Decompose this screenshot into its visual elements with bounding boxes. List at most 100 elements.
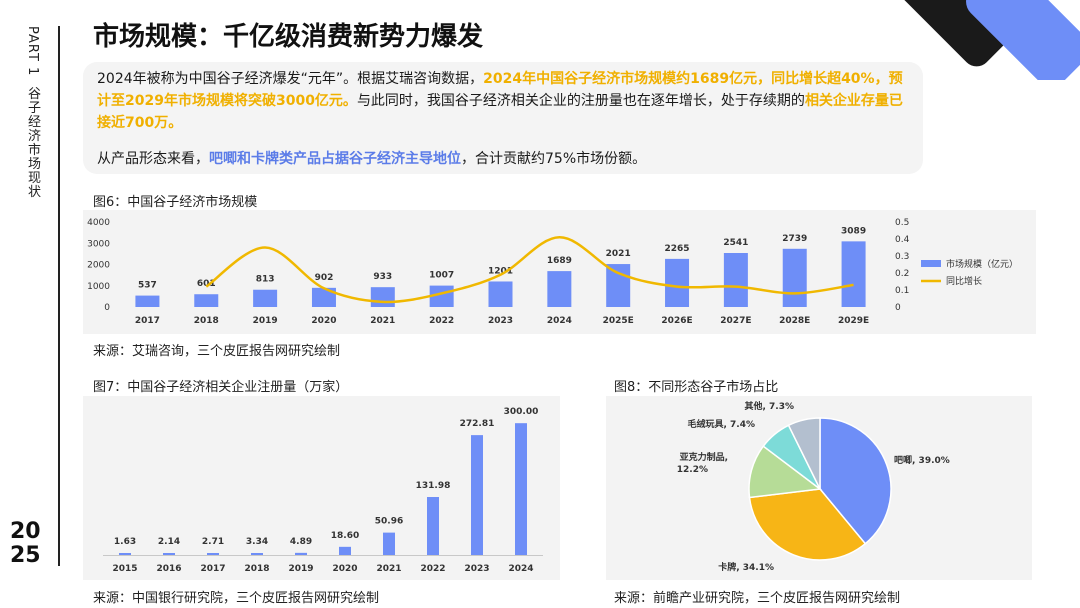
legend-label-bar: 市场规模（亿元） xyxy=(946,258,1018,270)
bar xyxy=(427,497,439,555)
year-label: 20 25 xyxy=(10,520,41,568)
intro-textbox: 2024年被称为中国谷子经济爆发“元年”。根据艾瑞咨询数据，2024年中国谷子经… xyxy=(83,62,923,174)
pie-label: 其他, 7.3% xyxy=(744,400,794,412)
bar xyxy=(723,253,748,307)
intro-paragraph-1: 2024年被称为中国谷子经济爆发“元年”。根据艾瑞咨询数据，2024年中国谷子经… xyxy=(97,68,909,134)
y-right-tick-label: 0.2 xyxy=(895,269,909,279)
bar xyxy=(311,287,336,307)
corner-decoration xyxy=(900,0,1080,80)
data-label: 1689 xyxy=(547,256,572,266)
x-tick-label: 2018 xyxy=(194,316,219,326)
data-label: 1007 xyxy=(429,271,454,281)
data-label: 2.14 xyxy=(158,537,180,547)
intro-highlight-companies: 相关企业存量已接近700万。 xyxy=(97,93,903,131)
y-left-tick-label: 4000 xyxy=(87,218,110,228)
data-label: 2541 xyxy=(723,238,748,248)
bar xyxy=(515,423,527,555)
page-title: 市场规模：千亿级消费新势力爆发 xyxy=(93,22,484,52)
pie-slice xyxy=(819,417,892,545)
pie-label: 毛绒玩具, 7.4% xyxy=(687,418,755,430)
data-label: 2739 xyxy=(782,234,807,244)
x-tick-label: 2029E xyxy=(838,316,869,326)
fig6-caption: 图6：中国谷子经济市场规模 xyxy=(93,195,258,210)
bar xyxy=(841,241,866,307)
x-tick-label: 2025E xyxy=(603,316,634,326)
x-tick-label: 2024 xyxy=(547,316,572,326)
x-tick-label: 2017 xyxy=(135,316,160,326)
data-label: 1201 xyxy=(488,266,513,276)
fig7-caption: 图7：中国谷子经济相关企业注册量（万家） xyxy=(93,380,349,395)
fig8-source: 来源：前瞻产业研究院，三个皮匠报告网研究绘制 xyxy=(614,591,901,606)
data-label: 131.98 xyxy=(416,481,451,491)
legend-swatch-bar xyxy=(921,260,941,267)
pie-slice xyxy=(787,417,821,490)
y-left-tick-label: 3000 xyxy=(87,239,110,249)
intro-text: 与此同时，我国谷子经济相关企业的注册量也在逐年增长，处于存续期的 xyxy=(356,93,805,109)
pie-label: 卡牌, 34.1% xyxy=(718,561,774,573)
data-label: 2265 xyxy=(665,244,690,254)
section-label: PART 1 谷子经济市场现状 xyxy=(22,26,42,199)
y-left-tick-label: 2000 xyxy=(87,261,110,271)
pie-label: 亚克力制品, xyxy=(680,451,728,463)
bar xyxy=(253,289,278,307)
bar xyxy=(547,271,572,307)
sidebar: PART 1 谷子经济市场现状 20 25 xyxy=(0,0,60,608)
bar xyxy=(370,287,395,307)
bar xyxy=(295,552,307,555)
intro-text: 2024年被称为中国谷子经济爆发“元年”。根据艾瑞咨询数据， xyxy=(97,71,484,87)
data-label: 1.63 xyxy=(114,537,136,547)
x-tick-label: 2024 xyxy=(508,564,533,574)
data-label: 601 xyxy=(197,279,216,289)
fig8-panel: 吧唧, 39.0% 卡牌, 34.1% 亚克力制品, 12.2% 毛绒玩具, 7.4% 其… xyxy=(606,396,1032,580)
section-name: 谷子经济市场现状 xyxy=(25,86,40,199)
year-bottom: 25 xyxy=(10,543,41,568)
data-label: 933 xyxy=(373,272,392,282)
fig7-source: 来源：中国银行研究院，三个皮匠报告网研究绘制 xyxy=(93,591,380,606)
x-tick-label: 2015 xyxy=(112,564,137,574)
bar xyxy=(782,248,807,307)
y-right-tick-label: 0 xyxy=(895,303,901,313)
data-label: 300.00 xyxy=(504,407,539,417)
bar xyxy=(119,553,131,555)
fig8-caption: 图8：不同形态谷子市场占比 xyxy=(614,380,779,395)
x-tick-label: 2022 xyxy=(420,564,445,574)
x-tick-label: 2026E xyxy=(661,316,692,326)
intro-highlight-market: 2024年中国谷子经济市场规模约1689亿元，同比增长超40%，预计至2029年… xyxy=(97,71,903,109)
data-label: 272.81 xyxy=(460,419,495,429)
bar xyxy=(207,553,219,555)
part-label: PART 1 xyxy=(25,26,40,77)
bar xyxy=(488,281,513,307)
data-label: 4.89 xyxy=(290,537,312,547)
product-share-pie-chart: 吧唧, 39.0% 卡牌, 34.1% 亚克力制品, 12.2% 毛绒玩具, 7.4% 其… xyxy=(677,400,950,573)
y-right-tick-label: 0.1 xyxy=(895,286,909,296)
x-tick-label: 2018 xyxy=(244,564,269,574)
bar xyxy=(194,294,219,307)
intro-highlight-products: 吧唧和卡牌类产品占据谷子经济主导地位 xyxy=(209,151,461,167)
x-tick-label: 2016 xyxy=(156,564,181,574)
x-tick-label: 2017 xyxy=(200,564,225,574)
bar xyxy=(606,264,631,307)
y-left-tick-label: 0 xyxy=(104,303,110,313)
data-label: 50.96 xyxy=(375,517,403,527)
bar xyxy=(135,295,160,307)
intro-text: ，合计贡献约75%市场份额。 xyxy=(461,151,647,167)
x-tick-label: 2021 xyxy=(370,316,395,326)
x-tick-label: 2019 xyxy=(253,316,278,326)
data-label: 813 xyxy=(256,275,275,285)
y-right-tick-label: 0.5 xyxy=(895,218,909,228)
bar xyxy=(163,553,175,555)
bar xyxy=(251,553,263,555)
intro-paragraph-2: 从产品形态来看，吧唧和卡牌类产品占据谷子经济主导地位，合计贡献约75%市场份额。 xyxy=(97,148,909,170)
data-label: 3089 xyxy=(841,226,866,236)
pie-label: 12.2% xyxy=(677,465,708,475)
data-label: 2.71 xyxy=(202,537,224,547)
fig6-source: 来源：艾瑞咨询，三个皮匠报告网研究绘制 xyxy=(93,344,341,359)
intro-text: 从产品形态来看， xyxy=(97,151,209,167)
x-tick-label: 2023 xyxy=(464,564,489,574)
data-label: 902 xyxy=(315,273,334,283)
bar xyxy=(665,258,690,307)
data-label: 3.34 xyxy=(246,537,268,547)
pie-label: 吧唧, 39.0% xyxy=(894,455,950,466)
x-tick-label: 2028E xyxy=(779,316,810,326)
y-right-tick-label: 0.3 xyxy=(895,252,909,262)
